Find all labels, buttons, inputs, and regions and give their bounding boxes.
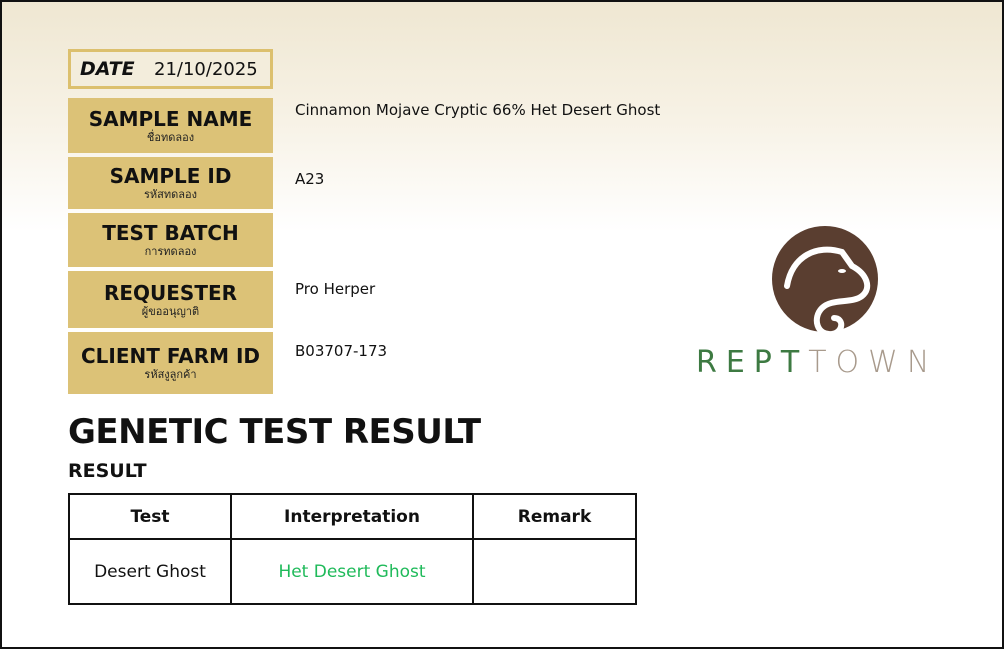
- label-th: รหัสงูลูกค้า: [144, 368, 197, 381]
- label-test-batch: TEST BATCH การทดลอง: [68, 213, 273, 267]
- value-sample-id: A23: [295, 170, 325, 188]
- section-title: RESULT: [68, 460, 147, 482]
- date-value: 21/10/2025: [154, 58, 258, 80]
- header-test: Test: [68, 493, 232, 540]
- label-en: TEST BATCH: [102, 221, 239, 245]
- result-table: Test Interpretation Remark Desert Ghost …: [68, 493, 637, 605]
- value-client-farm-id: B03707-173: [295, 342, 388, 360]
- table-row: Desert Ghost Het Desert Ghost: [68, 538, 637, 605]
- label-th: การทดลอง: [144, 245, 197, 258]
- label-en: SAMPLE NAME: [88, 106, 253, 131]
- label-en: CLIENT FARM ID: [80, 344, 261, 368]
- label-en: SAMPLE ID: [109, 164, 232, 188]
- label-th: รหัสทดลอง: [144, 188, 197, 201]
- label-requester: REQUESTER ผู้ขออนุญาติ: [68, 271, 273, 328]
- date-label: DATE: [80, 58, 135, 80]
- label-sample-name: SAMPLE NAME ชื่อทดลอง: [68, 98, 273, 153]
- value-requester: Pro Herper: [295, 280, 376, 298]
- label-client-farm-id: CLIENT FARM ID รหัสงูลูกค้า: [68, 332, 273, 394]
- label-th: ชื่อทดลอง: [146, 130, 195, 144]
- logo-circle-icon: [772, 226, 878, 332]
- cell-interpretation: Het Desert Ghost: [230, 538, 474, 605]
- date-box: DATE 21/10/2025: [68, 49, 273, 89]
- page-title: GENETIC TEST RESULT: [68, 412, 481, 452]
- cell-remark: [472, 538, 637, 605]
- repttown-logo: REPTTOWN: [696, 226, 938, 380]
- header-remark: Remark: [472, 493, 637, 540]
- logo-text-rept: REPTTOWN: [696, 345, 938, 380]
- value-sample-name: Cinnamon Mojave Cryptic 66% Het Desert G…: [295, 101, 661, 119]
- label-sample-id: SAMPLE ID รหัสทดลอง: [68, 157, 273, 209]
- label-en: REQUESTER: [103, 280, 238, 305]
- cell-test: Desert Ghost: [68, 538, 232, 605]
- label-th: ผู้ขออนุญาติ: [141, 304, 200, 318]
- table-header-row: Test Interpretation Remark: [68, 493, 637, 540]
- header-interpretation: Interpretation: [230, 493, 474, 540]
